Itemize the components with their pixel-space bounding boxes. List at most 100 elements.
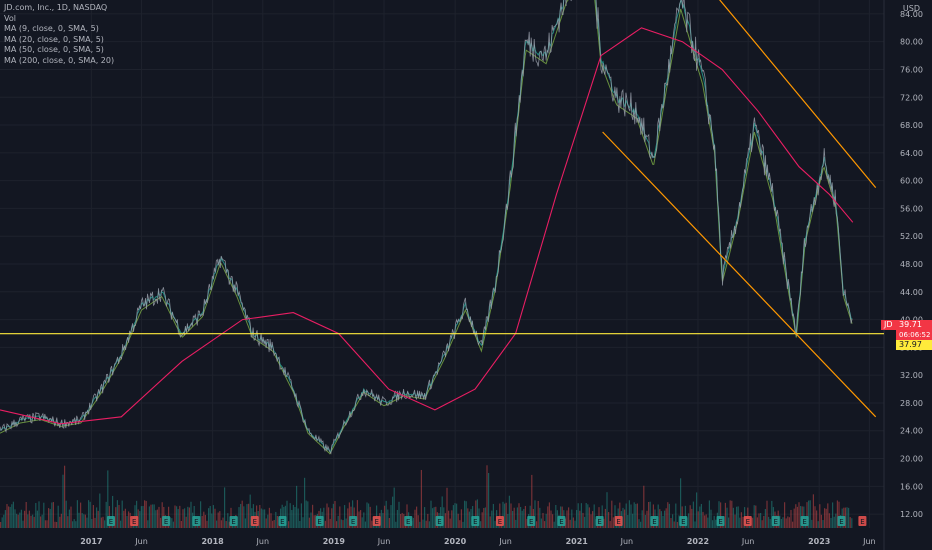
volume-bar	[758, 513, 760, 528]
volume-bar	[273, 519, 275, 528]
volume-bar	[641, 510, 643, 528]
volume-bar	[262, 509, 264, 528]
volume-bar	[227, 513, 229, 528]
volume-bar	[646, 510, 648, 528]
earnings-marker	[650, 516, 659, 526]
volume-bar	[649, 501, 651, 528]
volume-bar	[8, 506, 10, 528]
volume-bar	[630, 504, 632, 528]
volume-bar	[398, 501, 400, 528]
volume-bar	[275, 511, 277, 528]
indicator-ma9[interactable]: MA (9, close, 0, SMA, 5)	[4, 24, 99, 33]
volume-bar	[417, 515, 419, 528]
earnings-marker-letter: E	[616, 518, 620, 526]
volume-bar	[582, 512, 584, 528]
volume-bar	[817, 521, 819, 528]
volume-bar	[190, 501, 192, 528]
volume-bar	[259, 505, 261, 528]
x-tick-label: 2018	[201, 537, 224, 546]
volume-bar	[444, 513, 446, 528]
volume-bar	[452, 505, 454, 528]
volume-bar	[569, 519, 571, 528]
volume-bar	[726, 507, 728, 528]
volume-bar	[344, 505, 346, 528]
time-axis[interactable]: 2017 Jun 2018 Jun 2019 Jun 2020 Jun 2021 Jun 2022 J…	[80, 537, 875, 546]
earnings-marker-letter: E	[437, 518, 441, 526]
volume-bar	[699, 506, 701, 528]
volume-bar	[584, 516, 586, 528]
volume-bar	[483, 507, 485, 528]
indicator-ma20[interactable]: MA (20, close, 0, SMA, 5)	[4, 34, 104, 44]
volume-bar	[270, 513, 272, 528]
volume-bar	[94, 517, 96, 528]
volume-bar	[9, 506, 11, 528]
indicator-ma200[interactable]: MA (200, close, 0, SMA, 20)	[4, 55, 115, 65]
volume-bar	[62, 474, 64, 528]
volume-bar	[788, 517, 790, 528]
indicator-volume[interactable]: Vol	[4, 13, 16, 23]
volume-bar	[577, 503, 579, 528]
volume-bar	[488, 472, 490, 528]
volume-bar	[574, 520, 576, 528]
volume-bar	[446, 487, 448, 528]
volume-bar	[465, 501, 467, 528]
volume-bar	[849, 517, 851, 528]
volume-bar	[808, 500, 810, 528]
volume-bar	[756, 517, 758, 528]
volume-bar	[696, 492, 698, 528]
volume-bar	[332, 503, 334, 528]
volume-bar	[628, 500, 630, 528]
y-tick-label: 12.00	[900, 510, 923, 519]
volume-bar	[731, 500, 733, 528]
volume-bar	[763, 515, 765, 528]
volume-bar	[604, 508, 606, 528]
x-tick-label: Jun	[498, 537, 512, 546]
volume-bar	[697, 511, 699, 528]
volume-bar	[579, 510, 581, 528]
earnings-marker-letter: E	[802, 518, 806, 526]
volume-bar	[387, 509, 389, 528]
volume-bar	[491, 510, 493, 528]
volume-bar	[457, 513, 459, 528]
volume-bar	[515, 519, 517, 528]
earnings-marker	[679, 516, 688, 526]
volume-bar	[678, 515, 680, 528]
price-axis[interactable]: 84.00 80.00 76.00 72.00 68.00 64.00 60.00 56.00…	[900, 10, 923, 519]
volume-bar	[539, 507, 541, 528]
volume-bar	[358, 511, 360, 528]
volume-bar	[433, 507, 435, 528]
volume-bar	[467, 508, 469, 528]
indicator-ma50[interactable]: MA (50, close, 0, SMA, 5)	[4, 45, 104, 54]
symbol-title[interactable]: JD.com, Inc., 1D, NASDAQ	[4, 3, 108, 12]
volume-bar	[657, 504, 659, 528]
volume-bar	[780, 518, 782, 528]
volume-bar	[177, 509, 179, 528]
volume-bar	[505, 502, 507, 528]
volume-bar	[156, 509, 158, 528]
volume-bar	[11, 504, 13, 528]
volume-bar	[179, 505, 181, 528]
x-tick-label: 2020	[444, 537, 467, 546]
volume-bar	[468, 511, 470, 528]
y-tick-label: 60.00	[900, 177, 923, 186]
volume-bar	[612, 517, 614, 528]
volume-bar	[91, 519, 93, 528]
volume-bar	[640, 521, 642, 528]
volume-bar	[768, 516, 770, 528]
earnings-marker	[471, 516, 480, 526]
y-tick-label: 24.00	[900, 427, 923, 436]
volume-bar	[720, 502, 722, 528]
volume-bar	[606, 492, 608, 528]
earnings-marker-letter: E	[317, 518, 321, 526]
volume-bar	[120, 520, 122, 528]
volume-bar	[73, 519, 75, 528]
volume-bar	[782, 517, 784, 528]
volume-bar	[576, 510, 578, 528]
volume-bar	[425, 520, 427, 528]
volume-bar	[249, 494, 251, 528]
volume-bar	[705, 514, 707, 528]
earnings-marker	[404, 516, 413, 526]
volume-bar	[707, 517, 709, 528]
volume-bar	[494, 520, 496, 528]
